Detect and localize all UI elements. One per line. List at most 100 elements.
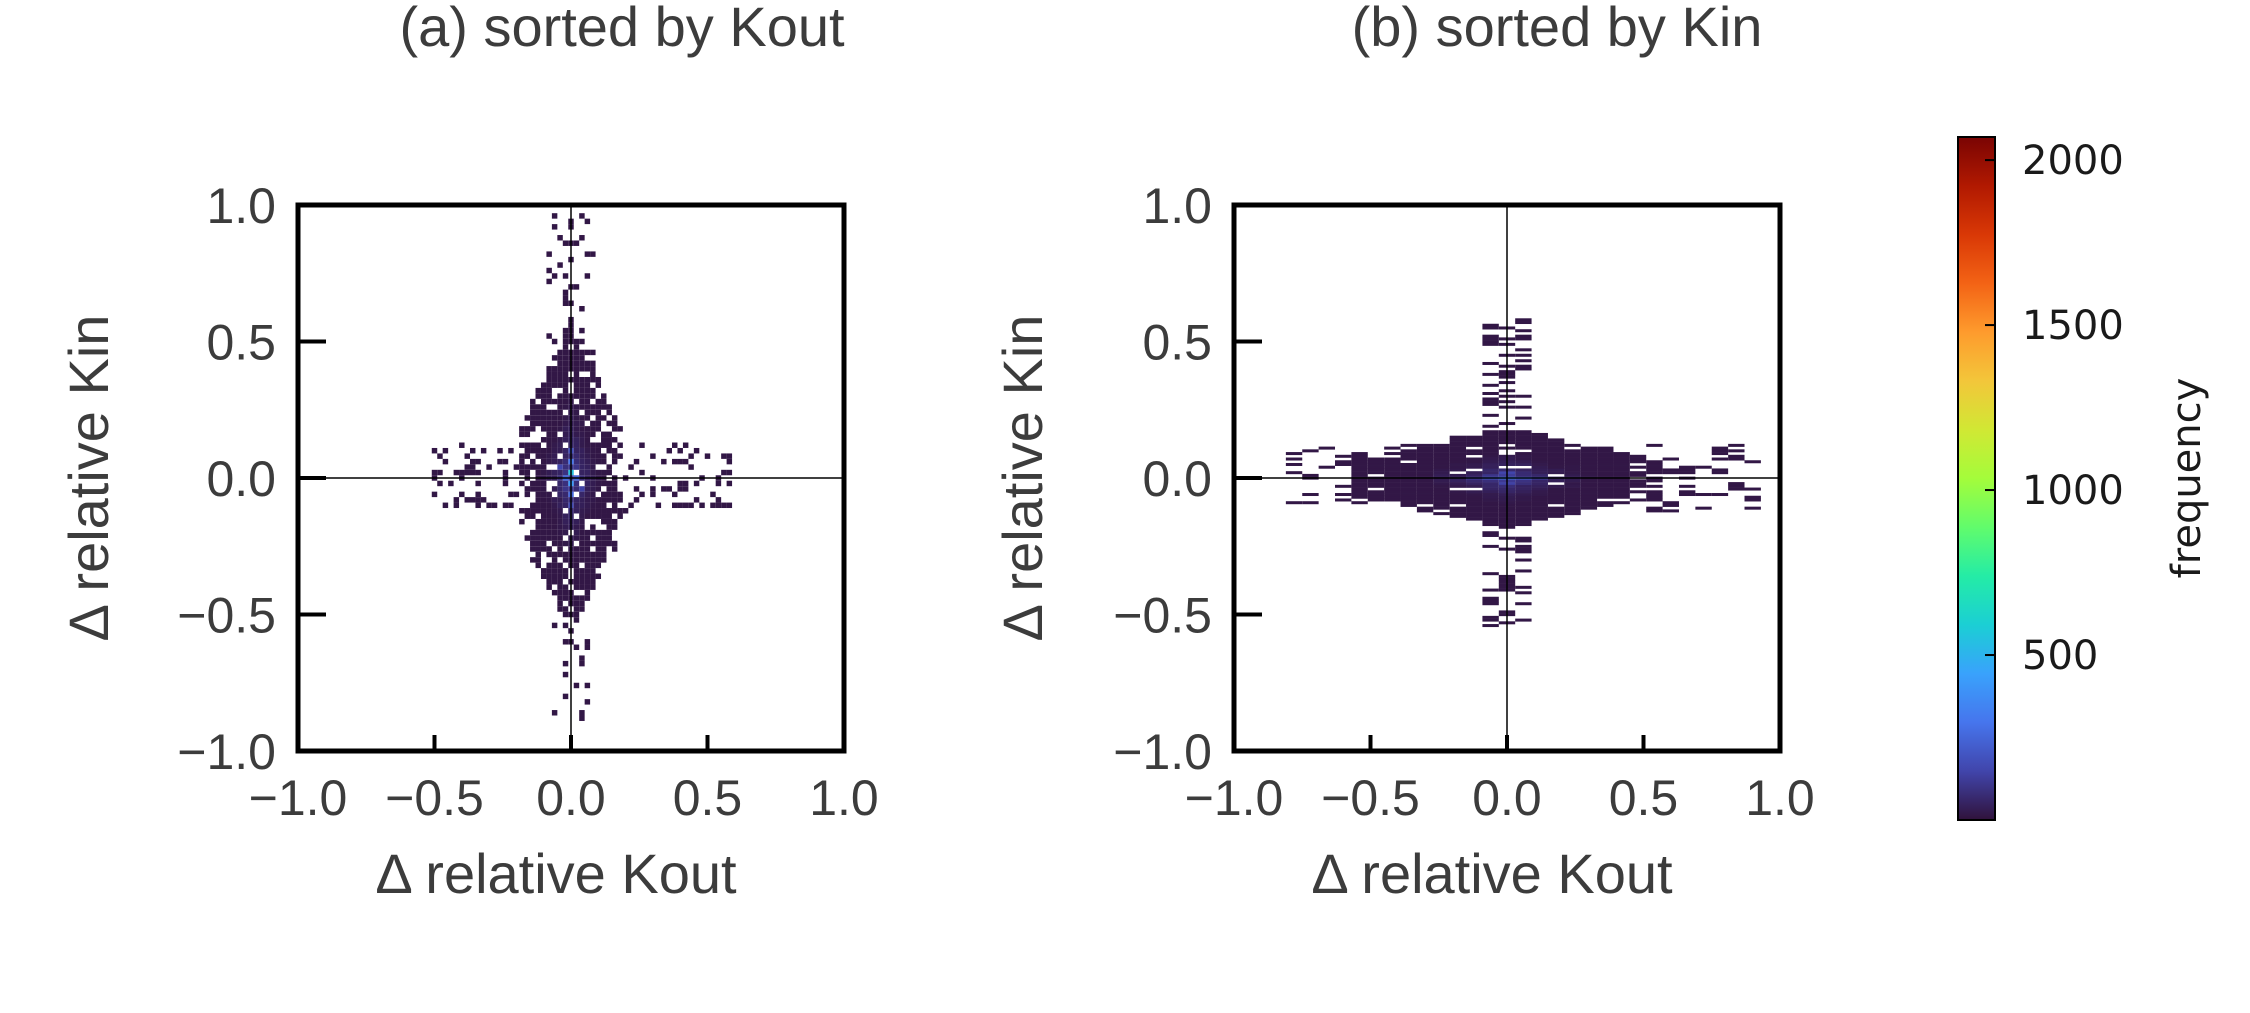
heatmap-cell bbox=[579, 584, 585, 590]
heatmap-cell bbox=[573, 529, 580, 536]
heatmap-cell bbox=[595, 480, 602, 487]
heatmap-cell bbox=[1400, 501, 1417, 505]
heatmap-cell bbox=[562, 382, 569, 388]
heatmap-cell bbox=[1335, 462, 1352, 466]
heatmap-cell bbox=[1449, 512, 1467, 516]
heatmap-cell bbox=[1433, 479, 1450, 483]
heatmap-cell bbox=[551, 213, 558, 219]
heatmap-cell bbox=[1433, 449, 1450, 453]
heatmap-cell bbox=[1531, 490, 1548, 494]
heatmap-cell bbox=[546, 497, 552, 503]
heatmap-cell bbox=[672, 442, 678, 448]
heatmap-cell bbox=[562, 404, 569, 410]
heatmap-cell bbox=[562, 660, 569, 667]
heatmap-cell bbox=[1302, 449, 1319, 453]
heatmap-cell bbox=[453, 497, 460, 503]
heatmap-cell bbox=[1482, 462, 1499, 466]
heatmap-cell bbox=[1531, 465, 1548, 469]
heatmap-cell bbox=[704, 453, 711, 459]
heatmap-cell bbox=[546, 398, 552, 405]
heatmap-cell bbox=[1515, 539, 1532, 543]
heatmap-cell bbox=[1547, 438, 1565, 442]
heatmap-cell bbox=[557, 502, 563, 509]
heatmap-cell bbox=[1547, 452, 1565, 456]
heatmap-cell bbox=[1728, 443, 1745, 447]
heatmap-cell bbox=[1695, 506, 1712, 510]
heatmap-cell bbox=[1564, 465, 1581, 469]
heatmap-cell bbox=[1466, 512, 1483, 516]
heatmap-cell bbox=[693, 480, 700, 487]
heatmap-cell bbox=[1482, 361, 1499, 365]
heatmap-cell bbox=[590, 508, 596, 514]
heatmap-cell bbox=[573, 404, 580, 410]
heatmap-cell bbox=[601, 393, 607, 399]
heatmap-cell bbox=[573, 415, 580, 421]
heatmap-cell bbox=[1564, 509, 1581, 513]
heatmap-cell bbox=[595, 546, 602, 552]
panel-b-ylabel: Δ relative Kin bbox=[991, 315, 1054, 642]
heatmap-cell bbox=[1580, 460, 1598, 464]
heatmap-cell bbox=[535, 469, 541, 476]
heatmap-cell bbox=[546, 333, 552, 339]
heatmap-cell bbox=[677, 447, 683, 454]
heatmap-cell bbox=[1515, 495, 1532, 499]
heatmap-cell bbox=[1580, 465, 1598, 469]
heatmap-cell bbox=[1433, 471, 1450, 475]
heatmap-cell bbox=[1580, 473, 1598, 477]
heatmap-cell bbox=[1482, 482, 1499, 486]
heatmap-cell bbox=[661, 458, 667, 465]
heatmap-cell bbox=[1400, 493, 1417, 497]
heatmap-cell bbox=[672, 502, 678, 509]
heatmap-cell bbox=[1580, 468, 1598, 472]
heatmap-cell bbox=[1416, 487, 1434, 491]
heatmap-cell bbox=[573, 518, 580, 525]
heatmap-cell bbox=[1466, 435, 1483, 439]
heatmap-cell bbox=[551, 437, 558, 443]
heatmap-cell bbox=[595, 562, 602, 569]
heatmap-cell bbox=[1416, 446, 1434, 450]
heatmap-cell bbox=[1580, 457, 1598, 461]
heatmap-cell bbox=[551, 338, 558, 345]
heatmap-cell bbox=[628, 502, 634, 509]
heatmap-cell bbox=[611, 447, 618, 454]
heatmap-cell bbox=[1416, 452, 1434, 456]
heatmap-cell bbox=[540, 404, 547, 410]
heatmap-cell bbox=[710, 502, 716, 509]
heatmap-cell bbox=[431, 447, 438, 454]
heatmap-cell bbox=[573, 682, 580, 689]
heatmap-cell bbox=[584, 349, 591, 356]
heatmap-cell bbox=[535, 557, 541, 563]
heatmap-cell bbox=[1482, 487, 1499, 491]
heatmap-cell bbox=[1400, 479, 1417, 483]
colorbar-tick-label: 500 bbox=[2022, 633, 2098, 679]
heatmap-cell bbox=[606, 497, 612, 503]
heatmap-cell bbox=[590, 491, 596, 498]
heatmap-cell bbox=[573, 360, 580, 367]
heatmap-cell bbox=[601, 502, 607, 509]
heatmap-cell bbox=[1597, 454, 1614, 458]
heatmap-cell bbox=[579, 579, 585, 585]
heatmap-cell bbox=[540, 387, 547, 394]
heatmap-cell bbox=[611, 491, 618, 498]
heatmap-cell bbox=[486, 464, 492, 470]
heatmap-cell bbox=[562, 420, 569, 427]
heatmap-cell bbox=[579, 437, 585, 443]
heatmap-cell bbox=[1531, 487, 1548, 491]
heatmap-cell bbox=[1547, 514, 1565, 518]
heatmap-cell bbox=[1744, 487, 1761, 491]
heatmap-cell bbox=[535, 497, 541, 503]
heatmap-cell bbox=[1597, 452, 1614, 456]
heatmap-cell bbox=[1384, 457, 1401, 461]
heatmap-cell bbox=[551, 398, 558, 405]
heatmap-cell bbox=[650, 486, 656, 492]
heatmap-cell bbox=[590, 540, 596, 547]
heatmap-cell bbox=[1400, 495, 1417, 499]
heatmap-cell bbox=[573, 447, 580, 454]
heatmap-cell bbox=[546, 458, 552, 465]
heatmap-cell bbox=[611, 508, 618, 514]
heatmap-cell bbox=[557, 409, 563, 416]
heatmap-cell bbox=[519, 518, 525, 525]
heatmap-cell bbox=[1433, 473, 1450, 477]
heatmap-cell bbox=[546, 513, 552, 519]
y-tick-label: 1.0 bbox=[1142, 178, 1212, 234]
